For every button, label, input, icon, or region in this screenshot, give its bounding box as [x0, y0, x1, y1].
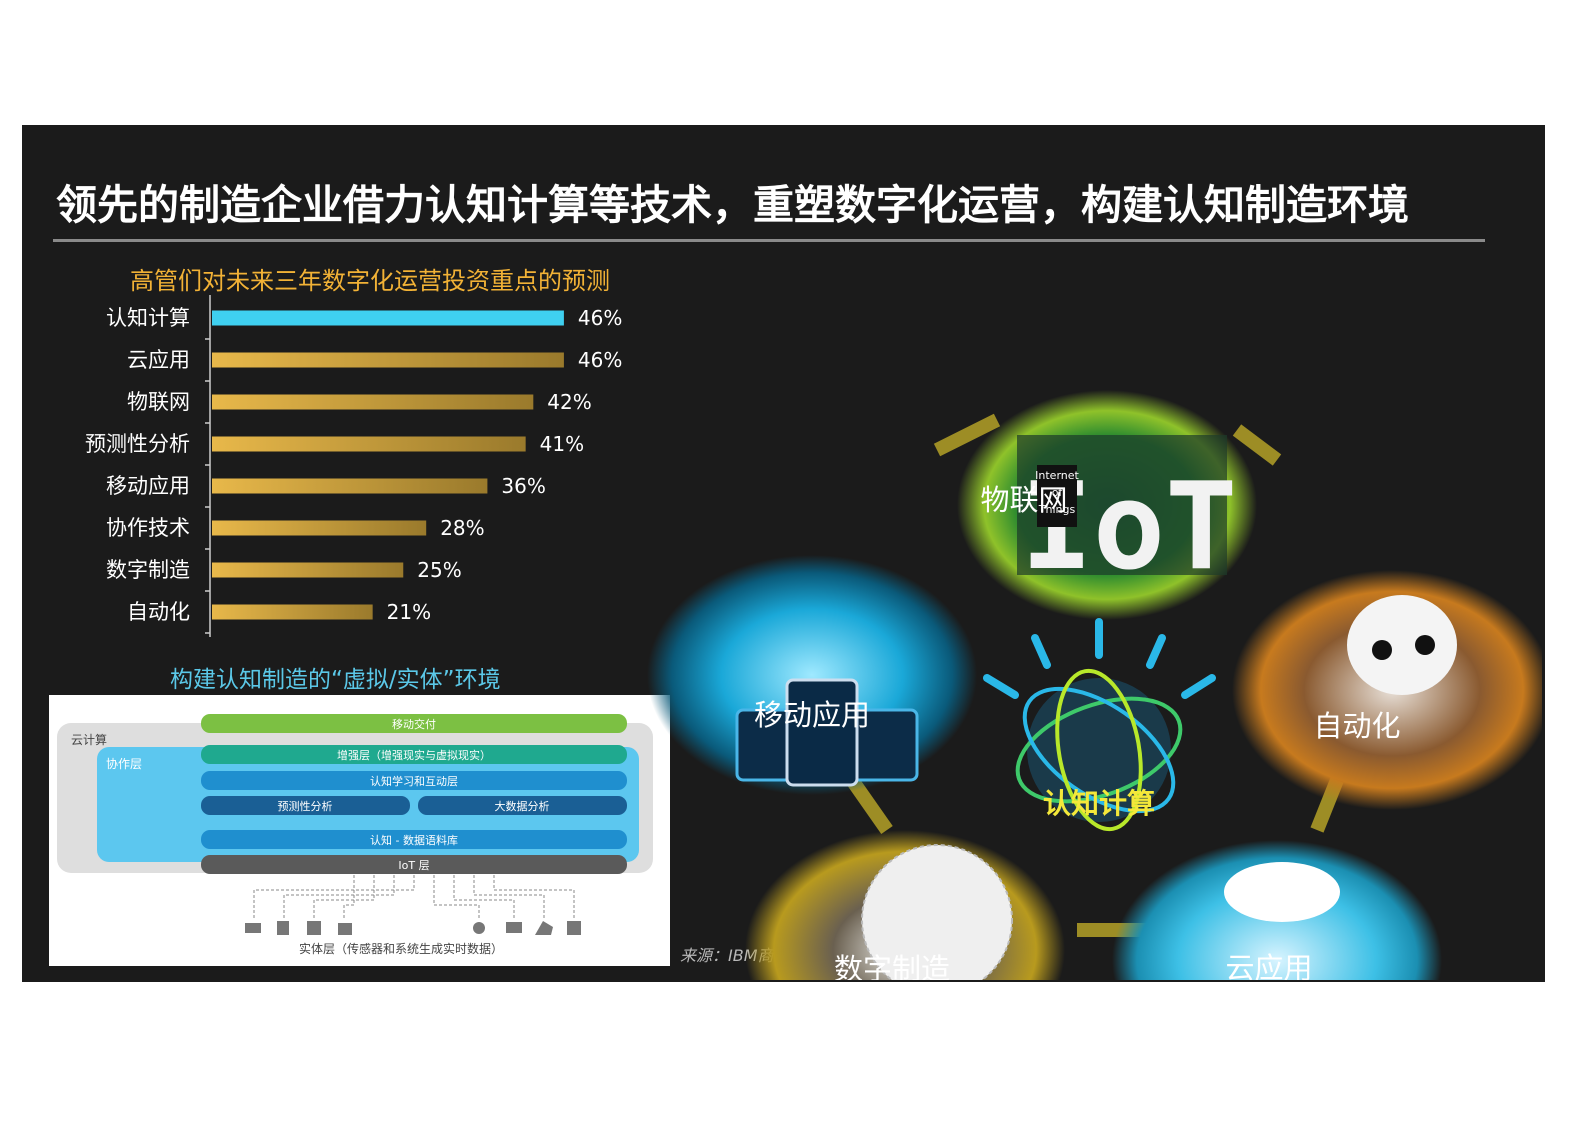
- robot-arm-icon: [535, 921, 553, 935]
- collab-label: 协作层: [106, 756, 142, 771]
- value-label: 42%: [547, 390, 591, 414]
- iot-bubble: IoT Internet of Things 物联网: [957, 390, 1257, 620]
- value-label: 36%: [501, 474, 545, 498]
- value-label: 46%: [578, 306, 622, 330]
- cloud-bubble-label: 云应用: [1225, 951, 1312, 980]
- bar: [212, 394, 534, 410]
- layer-bigdata-label: 大数据分析: [495, 799, 550, 813]
- globe-core: [1027, 678, 1171, 822]
- diagram-title: 构建认知制造的“虚拟/实体”环境: [170, 667, 501, 693]
- printed-sphere: [861, 844, 1013, 980]
- layer-predictive-label: 预测性分析: [278, 799, 333, 813]
- watson-rays: [983, 618, 1216, 699]
- category-label: 数字制造: [106, 558, 190, 582]
- bar: [212, 478, 488, 494]
- bar: [212, 310, 564, 326]
- phone-icon: [277, 921, 289, 935]
- layer-predictive: [201, 796, 410, 815]
- digital-mfg-bubble: 数字制造: [745, 830, 1065, 980]
- cognitive-center: 认知计算: [983, 618, 1216, 832]
- slide-title: 领先的制造企业借力认知计算等技术，重塑数字化运营，构建认知制造环境: [56, 181, 1409, 229]
- bar: [212, 604, 373, 620]
- value-label: 21%: [387, 600, 431, 624]
- plc-icon: [567, 921, 581, 935]
- layer-mobile: [201, 714, 627, 733]
- server-icon: [307, 921, 321, 935]
- globe-orbits: [1015, 668, 1183, 832]
- category-label: 移动应用: [106, 474, 190, 498]
- layer-cognitive: [201, 771, 627, 790]
- iot-sub-3: Things: [1038, 503, 1076, 516]
- device-icons: [245, 921, 581, 935]
- cloud-label: 云计算: [71, 732, 107, 747]
- factory-icon: [338, 923, 352, 935]
- category-label: 认知计算: [106, 306, 190, 330]
- layer-datalib-label: 认知 - 数据语料库: [370, 833, 458, 847]
- truck-icon: [245, 923, 261, 933]
- layer-iot-label: IoT 层: [398, 859, 429, 872]
- physical-layer-label: 实体层（传感器和系统生成实时数据）: [299, 941, 503, 956]
- iot-bubble-label: 物联网: [980, 483, 1067, 517]
- center-label: 认知计算: [1043, 787, 1155, 820]
- layer-bigdata: [418, 796, 627, 815]
- robot-eye-left: [1372, 640, 1392, 660]
- digital-mfg-bubble-label: 数字制造: [834, 952, 950, 980]
- iot-sub-2: of: [1052, 486, 1064, 499]
- automation-bubble: 自动化: [1232, 570, 1542, 810]
- cognitive-visual: IoT Internet of Things 物联网 移动应用 自动化 数字制造: [647, 390, 1542, 980]
- value-label: 46%: [578, 348, 622, 372]
- layer-mobile-label: 移动交付: [392, 717, 436, 731]
- monitor-icon: [506, 922, 522, 933]
- sensor-connectors: [253, 875, 575, 920]
- bar: [212, 520, 427, 536]
- bar: [212, 562, 404, 578]
- automation-bubble-label: 自动化: [1313, 709, 1400, 743]
- cloud-icon: [1224, 862, 1340, 922]
- value-label: 28%: [440, 516, 484, 540]
- category-label: 协作技术: [106, 516, 190, 540]
- pump-icon: [473, 922, 485, 934]
- phone-graphic: [785, 678, 859, 787]
- layer-cognitive-label: 认知学习和互动层: [370, 774, 458, 788]
- robot-head: [1347, 595, 1457, 695]
- mobile-bubble: 移动应用: [647, 555, 977, 795]
- layer-ar-label: 增强层（增强现实与虚拟现实）: [337, 748, 491, 762]
- category-label: 预测性分析: [85, 432, 190, 456]
- layer-iot: [201, 855, 627, 874]
- category-label: 云应用: [127, 348, 190, 372]
- chart-title: 高管们对未来三年数字化运营投资重点的预测: [130, 267, 610, 295]
- cloud-bubble: 云应用: [1112, 840, 1442, 980]
- slide: 领先的制造企业借力认知计算等技术，重塑数字化运营，构建认知制造环境 高管们对未来…: [22, 125, 1545, 982]
- architecture-diagram: 云计算 协作层 移动交付 增强层（增强现实与虚拟现实） 认知学习和互动层 预测性…: [49, 695, 670, 966]
- bar-chart: 认知计算 46% 云应用 46% 物联网 42% 预测性分析 41% 移动应用 36% 协作技术 28…: [85, 295, 622, 637]
- layer-datalib: [201, 830, 627, 849]
- title-divider: [53, 239, 1485, 242]
- bar: [212, 436, 526, 452]
- category-label: 物联网: [127, 390, 190, 414]
- value-label: 25%: [417, 558, 461, 582]
- category-label: 自动化: [127, 600, 190, 624]
- robot-eye-right: [1415, 635, 1435, 655]
- iot-sub-1: Internet: [1035, 469, 1079, 482]
- bar: [212, 352, 564, 368]
- value-label: 41%: [540, 432, 584, 456]
- layer-ar: [201, 745, 627, 764]
- mobile-bubble-label: 移动应用: [754, 698, 870, 732]
